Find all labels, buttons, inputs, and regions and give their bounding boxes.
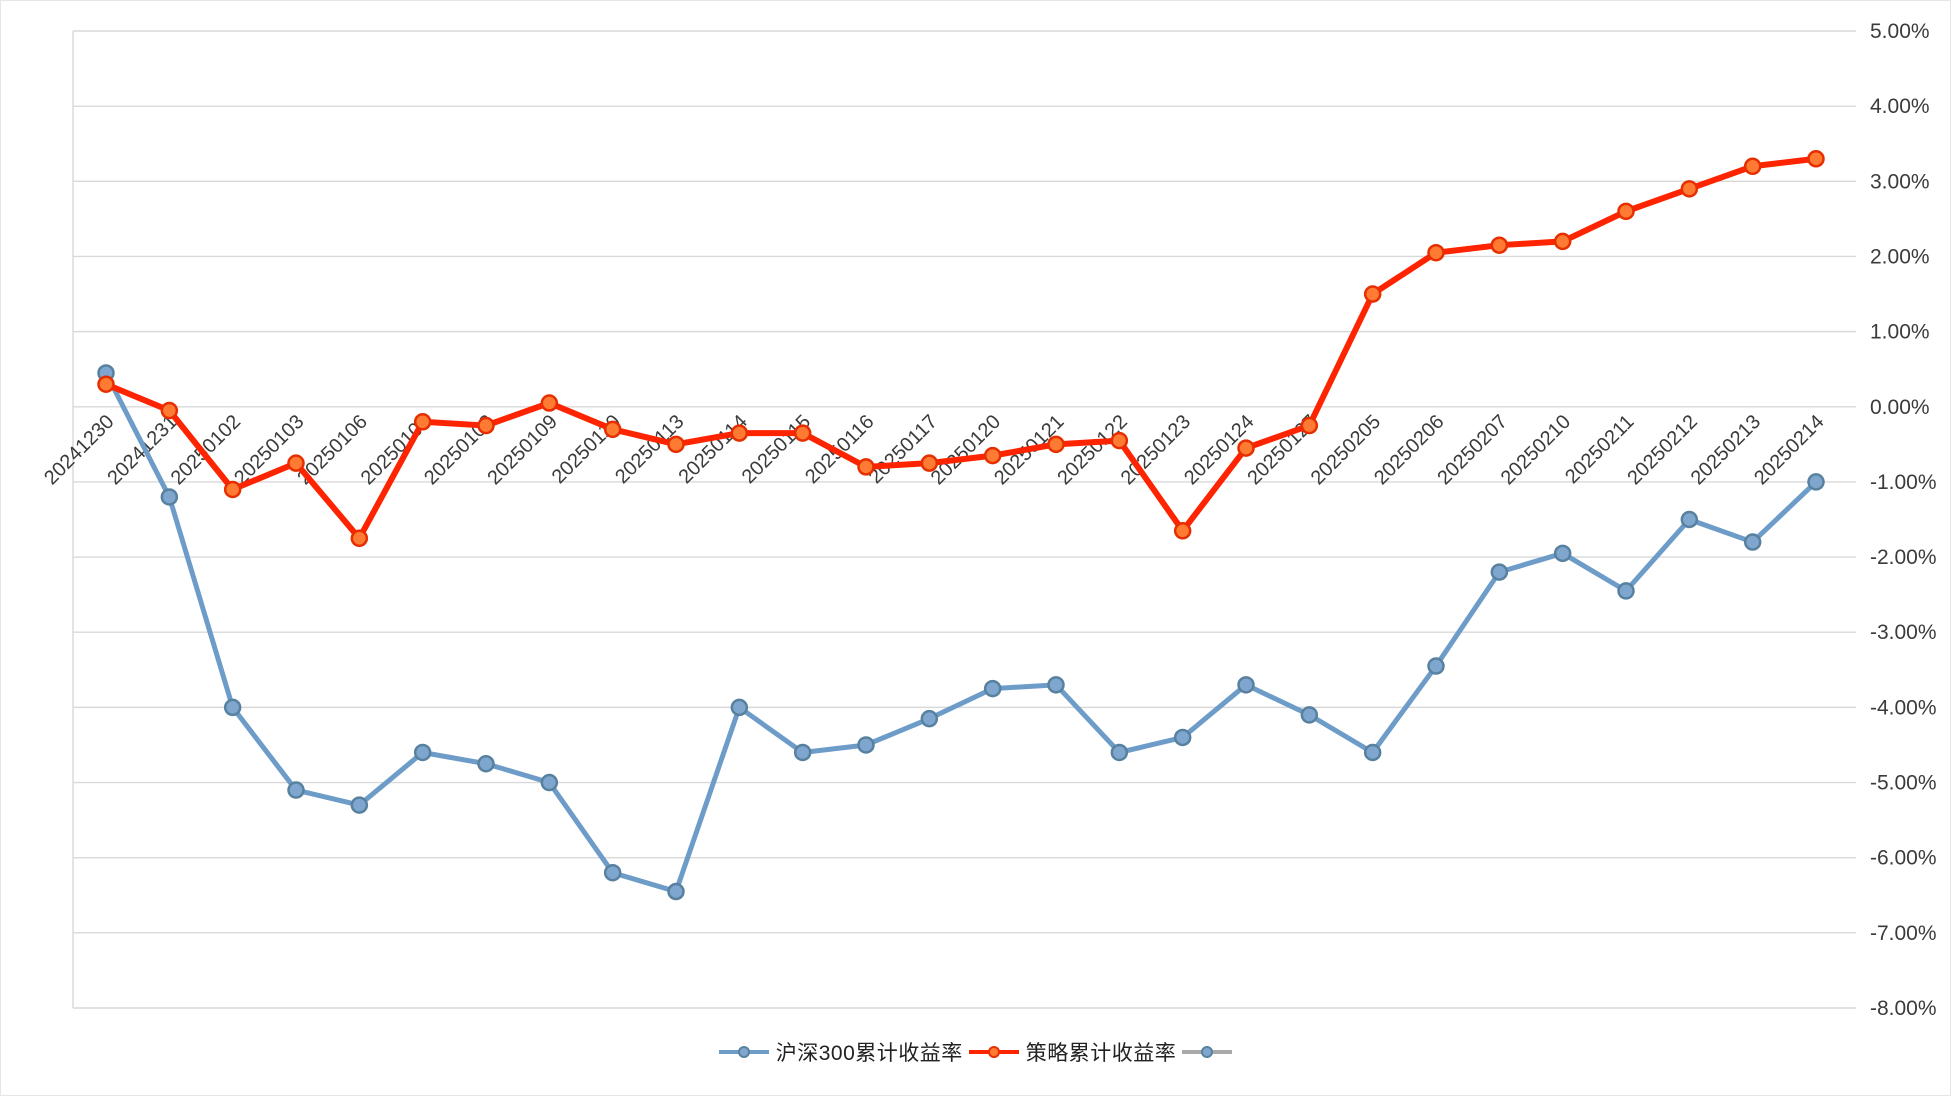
- series-line-1: [103, 155, 1819, 542]
- y-axis-tick-label: 3.00%: [1870, 170, 1930, 193]
- data-point-marker: [857, 458, 875, 476]
- data-point-marker: [350, 529, 369, 548]
- data-point-marker: [793, 743, 812, 762]
- y-axis-tick-label: 5.00%: [1870, 20, 1930, 43]
- data-point-marker: [287, 454, 305, 472]
- data-point-marker: [730, 424, 749, 442]
- data-point-marker: [793, 424, 812, 442]
- y-axis-tick-label: -2.00%: [1870, 546, 1937, 569]
- data-point-marker: [1173, 522, 1192, 540]
- data-point-marker: [160, 488, 179, 506]
- data-point-marker: [413, 743, 432, 762]
- data-point-marker: [1427, 657, 1445, 675]
- data-point-marker: [983, 679, 1002, 698]
- data-point-marker: [1807, 473, 1825, 491]
- data-point-marker: [920, 709, 939, 728]
- x-axis-date-label: 20250210: [1497, 411, 1575, 489]
- data-point-marker: [667, 435, 685, 454]
- y-axis-tick-label: 1.00%: [1870, 321, 1930, 344]
- legend-line-icon: [1182, 1046, 1233, 1058]
- y-axis-tick-label: -5.00%: [1870, 772, 1937, 795]
- data-point-marker: [1237, 676, 1255, 694]
- data-point-marker: [1110, 431, 1129, 450]
- data-point-marker: [1173, 728, 1192, 747]
- x-axis-date-label: 20250114: [674, 411, 751, 488]
- data-point-marker: [1743, 533, 1762, 551]
- data-point-marker: [1553, 232, 1572, 251]
- y-axis-tick-label: 4.00%: [1870, 95, 1930, 118]
- y-axis-tick-label: -4.00%: [1870, 696, 1937, 719]
- data-point-marker: [1553, 544, 1572, 563]
- data-point-marker: [413, 413, 432, 431]
- legend-line-icon: [718, 1046, 769, 1058]
- data-point-marker: [1807, 150, 1825, 168]
- data-point-marker: [667, 882, 685, 901]
- data-point-marker: [477, 416, 495, 435]
- chart-legend: 沪深300累计收益率 策略累计收益率: [1, 1037, 1950, 1067]
- data-point-marker: [603, 420, 622, 439]
- series-line-0: [103, 370, 1819, 895]
- data-point-marker: [1617, 202, 1635, 221]
- data-point-marker: [1490, 236, 1509, 254]
- legend-item-0: 沪深300累计收益率: [718, 1037, 963, 1067]
- data-point-marker: [1427, 243, 1445, 262]
- legend-line-icon: [968, 1046, 1019, 1058]
- y-axis-tick-label: -8.00%: [1870, 997, 1937, 1020]
- data-point-marker: [540, 394, 559, 412]
- data-point-marker: [1300, 416, 1319, 435]
- data-point-marker: [97, 375, 115, 393]
- data-point-marker: [1743, 157, 1762, 176]
- data-point-marker: [1490, 563, 1509, 581]
- legend-item-1: 策略累计收益率: [968, 1037, 1177, 1067]
- legend-label: 沪深300累计收益率: [775, 1042, 963, 1065]
- data-point-marker: [540, 773, 559, 792]
- legend-marker-icon: [737, 1046, 750, 1058]
- legend-item-2: [1182, 1046, 1233, 1058]
- y-axis-tick-label: -3.00%: [1870, 621, 1937, 644]
- data-point-marker: [287, 781, 305, 799]
- data-point-marker: [1047, 435, 1065, 454]
- data-point-marker: [1680, 510, 1699, 529]
- data-point-marker: [1617, 582, 1635, 600]
- data-point-marker: [477, 755, 495, 773]
- data-point-marker: [160, 401, 179, 420]
- data-point-marker: [1680, 180, 1699, 198]
- data-point-marker: [983, 446, 1002, 465]
- y-axis-tick-label: 0.00%: [1870, 396, 1930, 419]
- y-axis-tick-label: -7.00%: [1870, 922, 1937, 945]
- legend-marker-icon: [987, 1046, 1000, 1058]
- legend-label: 策略累计收益率: [1025, 1042, 1177, 1065]
- data-point-marker: [1110, 743, 1129, 762]
- x-axis-date-label: 20250115: [738, 411, 815, 488]
- x-axis-date-label: 20250116: [801, 411, 878, 488]
- data-point-marker: [1363, 285, 1382, 303]
- data-point-marker: [730, 698, 749, 717]
- data-point-marker: [857, 736, 875, 754]
- data-point-marker: [603, 863, 622, 882]
- legend-marker-icon: [1201, 1046, 1214, 1058]
- data-point-marker: [1237, 439, 1255, 457]
- data-point-marker: [1363, 743, 1382, 762]
- y-axis-tick-label: 2.00%: [1870, 245, 1930, 268]
- data-point-marker: [223, 698, 242, 717]
- y-axis-tick-label: -1.00%: [1870, 471, 1937, 494]
- data-point-marker: [1300, 706, 1319, 724]
- data-point-marker: [920, 454, 939, 472]
- data-point-marker: [1047, 676, 1065, 694]
- data-point-marker: [350, 796, 369, 814]
- y-axis-tick-label: -6.00%: [1870, 847, 1937, 870]
- data-point-marker: [223, 480, 242, 499]
